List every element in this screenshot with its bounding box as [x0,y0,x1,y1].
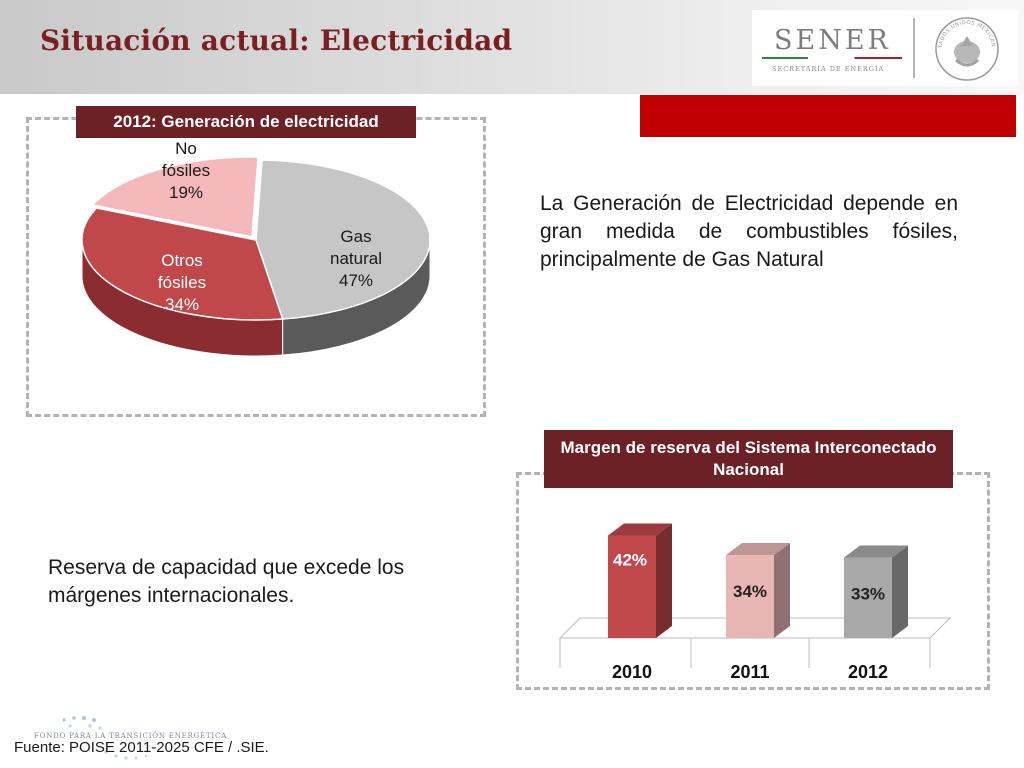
description-text: La Generación de Electricidad depende en… [540,192,958,271]
bar-value-label-2010: 42% [613,551,647,570]
pie-chart: Gas natural 47% Otros fósiles 34% No fósiles 19% [81,140,431,357]
reserve-note: Reserva de capacidad que excede los márg… [48,556,405,607]
bar-side-2012 [892,545,908,638]
pie-chart-title: 2012: Generación de electricidad [76,106,416,138]
mexico-seal-icon: ESTADOS UNIDOS MEXICANOS [934,16,999,81]
x-tick-label-2011: 2011 [730,662,769,682]
bar-value-label-2012: 33% [851,584,885,603]
x-tick-label-2012: 2012 [848,662,888,682]
pie-label-gas-natural: Gas natural 47% [330,227,382,290]
bar-2010 [608,535,656,638]
pie-label-no-fosiles: No fósiles 19% [162,140,210,202]
bar-2012 [844,557,892,638]
bar-top-2011 [726,543,790,556]
pie-slice-no-fosiles [91,156,259,238]
x-tick-label-2010: 2010 [612,662,652,682]
bar-2011 [726,555,774,638]
bar-top-2010 [608,523,672,536]
footer-logo-text: FONDO PARA LA TRANSICIÓN ENERGÉTICA [34,732,227,740]
pie-label-otros-fosiles: Otros fósiles 34% [158,251,206,314]
bar-value-label-2011: 34% [733,582,767,601]
sener-logo-subtitle: SECRETARÍA DE ENERGÍA [772,65,885,73]
bar-side-2011 [774,543,790,638]
sener-logo: SENER SECRETARÍA DE ENERGÍA ESTADOS UNID… [752,10,1018,86]
bar-side-2010 [656,523,672,638]
bar-chart: 42% 2010 34% 2011 33% 2012 [558,523,952,682]
bar-chart-title: Margen de reserva del Sistema Interconec… [544,430,953,488]
page-title: Situación actual: Electricidad [40,24,513,57]
bar-top-2012 [844,545,908,558]
pie-slice-gas-natural [255,159,431,320]
fondo-transicion-logo-icon [62,716,148,760]
accent-red-bar [640,95,1016,137]
sener-logo-rule [762,57,902,59]
pie-slice-otros-fosiles [81,207,284,321]
logo-divider [913,18,915,78]
source-text: Fuente: POISE 2011-2025 CFE / .SIE. [14,739,269,756]
sener-logo-text: SENER [774,25,891,56]
